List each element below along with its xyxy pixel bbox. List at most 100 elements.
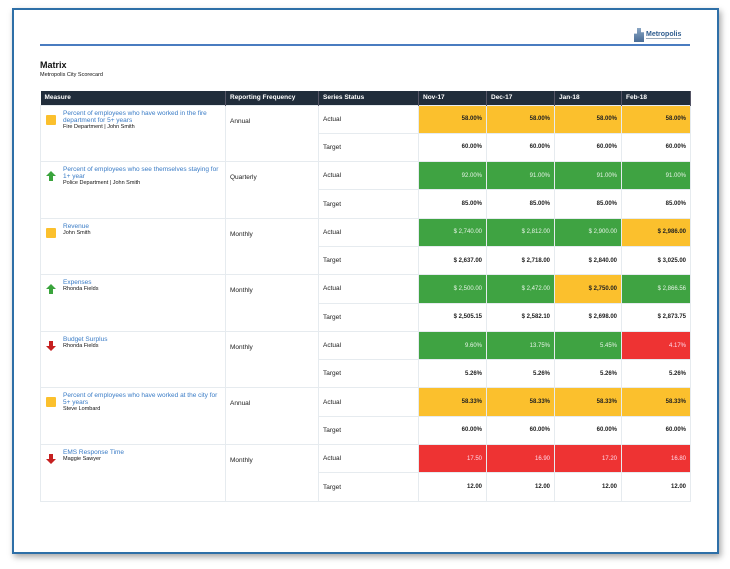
measure-cell: EMS Response Time Maggie Sawyer	[40, 444, 226, 502]
target-value-cell[interactable]: 60.00%	[554, 132, 622, 163]
target-value-cell[interactable]: 60.00%	[486, 132, 555, 163]
actual-value-cell[interactable]: 58.00%	[554, 104, 622, 134]
actual-value-cell[interactable]: $ 2,866.56	[621, 274, 691, 304]
target-value-cell[interactable]: 60.00%	[486, 415, 555, 446]
target-value-cell[interactable]: 60.00%	[418, 415, 487, 446]
target-value-cell[interactable]: 12.00	[418, 472, 487, 502]
frequency-cell: Monthly	[225, 330, 319, 389]
target-value-cell[interactable]: 5.26%	[554, 359, 622, 389]
target-value-cell[interactable]: $ 2,637.00	[418, 245, 487, 276]
measure-text: Budget Surplus Rhonda Fields	[63, 336, 221, 350]
target-value-cell[interactable]: 5.26%	[418, 359, 487, 389]
actual-value-cell[interactable]: 91.00%	[554, 161, 622, 191]
actual-value-cell[interactable]: $ 2,812.00	[486, 217, 555, 247]
target-value-cell[interactable]: 60.00%	[418, 132, 487, 163]
target-value-cell[interactable]: $ 2,840.00	[554, 245, 622, 276]
frequency-cell: Annual	[225, 387, 319, 446]
measure-cell: Percent of employees who have worked in …	[40, 104, 226, 163]
target-value-cell[interactable]: 5.26%	[486, 359, 555, 389]
actual-value-cell[interactable]: 58.00%	[418, 104, 487, 134]
measure-name-link[interactable]: EMS Response Time	[63, 449, 125, 457]
target-value-cell[interactable]: 85.00%	[418, 189, 487, 219]
actual-value-cell[interactable]: 92.00%	[418, 161, 487, 191]
target-value-cell[interactable]: 85.00%	[621, 189, 691, 219]
target-value-cell[interactable]: 60.00%	[621, 132, 691, 163]
actual-value-cell[interactable]: $ 2,740.00	[418, 217, 487, 247]
measure-row-actual: Expenses Rhonda Fields Monthly Actual $ 2,50…	[40, 274, 691, 332]
measure-owner: Maggie Sawyer	[63, 456, 101, 463]
target-value-cell[interactable]: $ 2,505.15	[418, 302, 487, 332]
measure-row-target: Target $ 2,505.15 $ 2,582.10 $ 2,698.00 $ 2,…	[41, 302, 691, 332]
red-down-arrow-icon	[46, 454, 56, 465]
col-measure[interactable]: Measure	[40, 91, 226, 105]
actual-value-cell[interactable]: $ 2,472.00	[486, 274, 555, 304]
measure-name-link[interactable]: Percent of employees who see themselves …	[63, 166, 219, 181]
col-nov-17[interactable]: Nov-17	[418, 91, 487, 105]
measure-row-actual: Percent of employees who have worked in …	[40, 104, 691, 163]
actual-value-cell[interactable]: 17.50	[418, 444, 487, 474]
frequency-cell: Monthly	[225, 217, 319, 276]
page-subtitle: Metropolis City Scorecard	[40, 72, 103, 78]
measure-name-link[interactable]: Expenses	[63, 279, 92, 287]
measure-row-actual: Budget Surplus Rhonda Fields Monthly Actual…	[40, 330, 691, 389]
actual-value-cell[interactable]: 58.33%	[486, 387, 555, 417]
logo-text: Metropolis	[646, 31, 682, 39]
actual-value-cell[interactable]: 17.20	[554, 444, 622, 474]
measure-row-actual: Revenue John Smith Monthly Actual $ 2,740.00…	[40, 217, 691, 276]
series-status-target: Target	[318, 415, 419, 446]
actual-value-cell[interactable]: $ 2,500.00	[418, 274, 487, 304]
actual-value-cell[interactable]: $ 2,900.00	[554, 217, 622, 247]
actual-value-cell[interactable]: 58.00%	[621, 104, 691, 134]
actual-value-cell[interactable]: 16.80	[621, 444, 691, 474]
target-value-cell[interactable]: 85.00%	[486, 189, 555, 219]
target-value-cell[interactable]: 85.00%	[554, 189, 622, 219]
green-up-arrow-icon	[46, 284, 56, 295]
frequency-cell: Annual	[225, 104, 319, 163]
actual-value-cell[interactable]: 58.00%	[486, 104, 555, 134]
measure-owner: Rhonda Fields	[63, 342, 99, 349]
series-status-actual: Actual	[318, 274, 419, 304]
col-feb-18[interactable]: Feb-18	[621, 91, 691, 105]
actual-value-cell[interactable]: 9.60%	[418, 330, 487, 361]
measure-name-link[interactable]: Budget Surplus	[63, 335, 108, 343]
actual-value-cell[interactable]: 58.33%	[554, 387, 622, 417]
page-title: Matrix	[40, 60, 67, 70]
col-dec-17[interactable]: Dec-17	[486, 91, 555, 105]
target-value-cell[interactable]: $ 2,718.00	[486, 245, 555, 276]
measure-row-actual: Percent of employees who see themselves …	[40, 161, 691, 219]
measure-row-target: Target $ 2,637.00 $ 2,718.00 $ 2,840.00 $ 3,…	[41, 245, 691, 276]
target-value-cell[interactable]: 60.00%	[554, 415, 622, 446]
target-value-cell[interactable]: 5.26%	[621, 359, 691, 389]
measure-owner: Rhonda Fields	[63, 286, 99, 293]
actual-value-cell[interactable]: 91.00%	[621, 161, 691, 191]
measure-cell: Expenses Rhonda Fields	[40, 274, 226, 332]
target-value-cell[interactable]: 12.00	[554, 472, 622, 502]
target-value-cell[interactable]: 60.00%	[621, 415, 691, 446]
actual-value-cell[interactable]: 16.90	[486, 444, 555, 474]
target-value-cell[interactable]: 12.00	[486, 472, 555, 502]
target-value-cell[interactable]: $ 2,698.00	[554, 302, 622, 332]
actual-value-cell[interactable]: 5.45%	[554, 330, 622, 361]
target-value-cell[interactable]: $ 2,582.10	[486, 302, 555, 332]
col-jan-18[interactable]: Jan-18	[554, 91, 622, 105]
measure-name-link[interactable]: Percent of employees who have worked at …	[63, 392, 218, 407]
actual-value-cell[interactable]: 4.17%	[621, 330, 691, 361]
metropolis-logo: Metropolis	[634, 28, 682, 42]
col-series-status[interactable]: Series Status	[318, 91, 419, 105]
actual-value-cell[interactable]: 13.75%	[486, 330, 555, 361]
measure-text: EMS Response Time Maggie Sawyer	[63, 449, 221, 463]
series-status-target: Target	[318, 132, 419, 163]
yellow-square-icon	[46, 227, 56, 238]
actual-value-cell[interactable]: $ 2,986.00	[621, 217, 691, 247]
actual-value-cell[interactable]: $ 2,750.00	[554, 274, 622, 304]
actual-value-cell[interactable]: 91.00%	[486, 161, 555, 191]
col-frequency[interactable]: Reporting Frequency	[225, 91, 319, 105]
actual-value-cell[interactable]: 58.33%	[418, 387, 487, 417]
target-value-cell[interactable]: 12.00	[621, 472, 691, 502]
target-value-cell[interactable]: $ 3,025.00	[621, 245, 691, 276]
series-status-actual: Actual	[318, 161, 419, 191]
actual-value-cell[interactable]: 58.33%	[621, 387, 691, 417]
measure-name-link[interactable]: Percent of employees who have worked in …	[63, 109, 207, 124]
target-value-cell[interactable]: $ 2,873.75	[621, 302, 691, 332]
measure-name-link[interactable]: Revenue	[63, 222, 90, 230]
